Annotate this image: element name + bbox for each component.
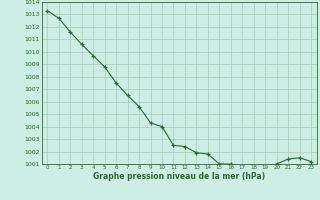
- X-axis label: Graphe pression niveau de la mer (hPa): Graphe pression niveau de la mer (hPa): [93, 172, 265, 181]
